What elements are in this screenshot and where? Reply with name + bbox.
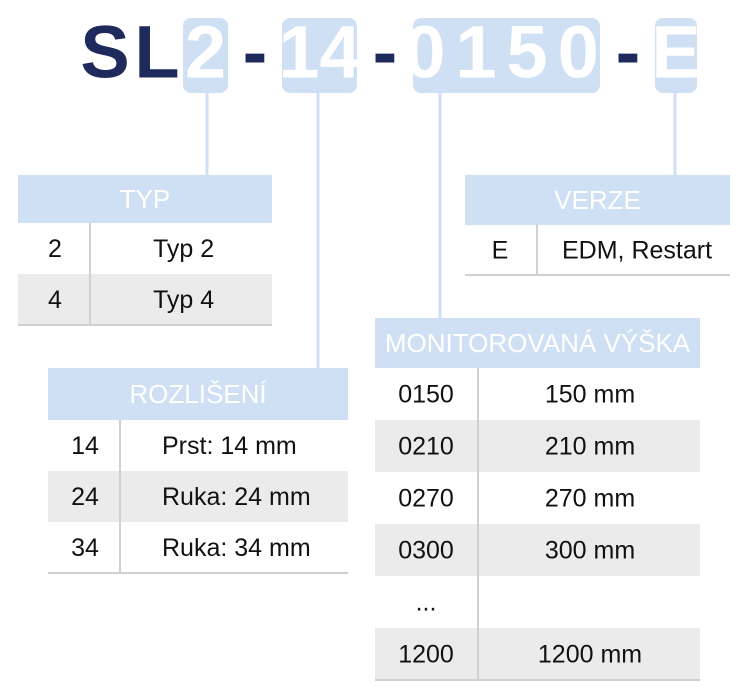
code-part: - (373, 11, 398, 94)
table-header-bg (18, 175, 272, 223)
cell: 4 (48, 286, 62, 314)
cell: Prst: 14 mm (162, 432, 297, 460)
row-bg (48, 471, 348, 522)
table-header: ROZLIŠENÍ (129, 379, 267, 409)
code-part: 0150 (404, 11, 609, 94)
code-box (282, 18, 357, 93)
table-header-bg (465, 175, 730, 225)
cell: 0210 (398, 433, 454, 461)
cell: 1200 (398, 641, 454, 669)
cell: EDM, Restart (562, 237, 712, 265)
code-part: L (134, 11, 179, 94)
cell: 150 mm (545, 381, 635, 409)
code-part: - (616, 11, 641, 94)
table-header: VERZE (554, 185, 641, 215)
code-box (655, 18, 697, 93)
code-part: S (80, 11, 129, 94)
table-header-bg (48, 368, 348, 420)
table-header-bg (375, 318, 700, 368)
cell: 0300 (398, 537, 454, 565)
cell: 2 (48, 235, 62, 263)
code-part: - (243, 11, 268, 94)
cell: Typ 4 (153, 286, 214, 314)
table-header: MONITOROVANÁ VÝŠKA (385, 328, 691, 358)
cell: 0150 (398, 381, 454, 409)
cell: ... (416, 589, 437, 617)
cell: 210 mm (545, 433, 635, 461)
cell: E (492, 237, 509, 265)
row-bg (375, 628, 700, 680)
cell: 270 mm (545, 485, 635, 513)
code-part: 14 (278, 11, 360, 94)
cell: 24 (71, 483, 99, 511)
code-box (413, 18, 600, 93)
cell: 14 (71, 432, 99, 460)
table-header: TYP (120, 184, 171, 214)
code-box (183, 18, 228, 93)
cell: 0270 (398, 485, 454, 513)
cell: Typ 2 (153, 235, 214, 263)
cell: Ruka: 24 mm (162, 483, 311, 511)
row-bg (18, 274, 272, 325)
cell: 300 mm (545, 537, 635, 565)
row-bg (375, 524, 700, 576)
cell: 34 (71, 534, 99, 562)
cell: Ruka: 34 mm (162, 534, 311, 562)
row-bg (375, 420, 700, 472)
cell: 1200 mm (538, 641, 642, 669)
code-part: 2 (185, 11, 226, 94)
code-part: E (651, 11, 700, 94)
